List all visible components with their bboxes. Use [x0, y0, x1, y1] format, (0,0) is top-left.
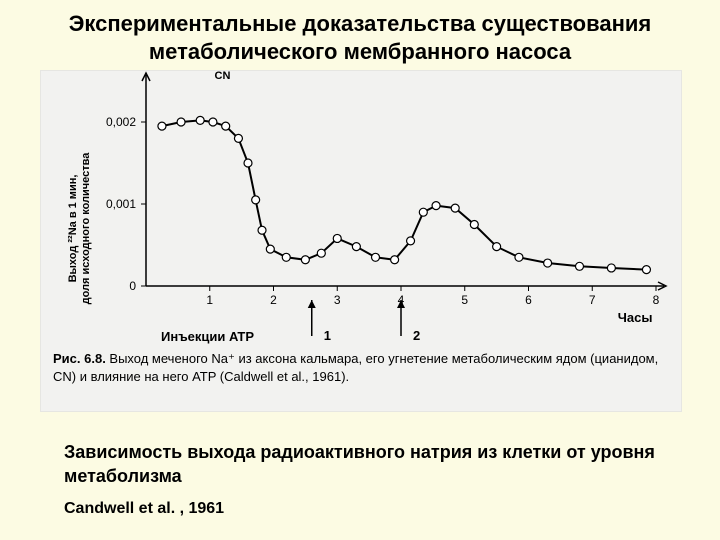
- efflux-chart: 00,0010,00212345678CNЧасы12Инъекции ATPВ…: [41, 71, 681, 411]
- svg-text:Рис. 6.8. Выход меченого Na⁺ и: Рис. 6.8. Выход меченого Na⁺ из аксона к…: [53, 351, 658, 366]
- svg-text:1: 1: [324, 328, 331, 343]
- svg-text:2: 2: [413, 328, 420, 343]
- svg-text:CN) и влияние на него ATP (Cal: CN) и влияние на него ATP (Caldwell et a…: [53, 369, 349, 384]
- svg-text:CN: CN: [215, 71, 231, 82]
- title-line-1: Экспериментальные доказательства существ…: [69, 11, 652, 36]
- svg-text:7: 7: [589, 293, 596, 307]
- svg-text:0,002: 0,002: [106, 115, 136, 129]
- svg-text:Часы: Часы: [618, 310, 653, 325]
- svg-text:8: 8: [653, 293, 660, 307]
- svg-text:3: 3: [334, 293, 341, 307]
- svg-text:2: 2: [270, 293, 277, 307]
- svg-text:Инъекции ATP: Инъекции ATP: [161, 329, 254, 344]
- svg-text:5: 5: [461, 293, 468, 307]
- chart-container: 00,0010,00212345678CNЧасы12Инъекции ATPВ…: [40, 70, 682, 412]
- citation: Candwell et al. , 1961: [64, 500, 224, 518]
- title-line-2: метаболического мембранного насоса: [149, 39, 571, 64]
- svg-text:0: 0: [129, 279, 136, 293]
- svg-text:1: 1: [206, 293, 213, 307]
- svg-text:0,001: 0,001: [106, 197, 136, 211]
- svg-text:6: 6: [525, 293, 532, 307]
- svg-text:Выход ²²Na в 1 мин,доля исходн: Выход ²²Na в 1 мин,доля исходного количе…: [67, 152, 92, 305]
- footer-text: Зависимость выхода радиоактивного натрия…: [64, 440, 680, 489]
- page-title: Экспериментальные доказательства существ…: [0, 10, 720, 65]
